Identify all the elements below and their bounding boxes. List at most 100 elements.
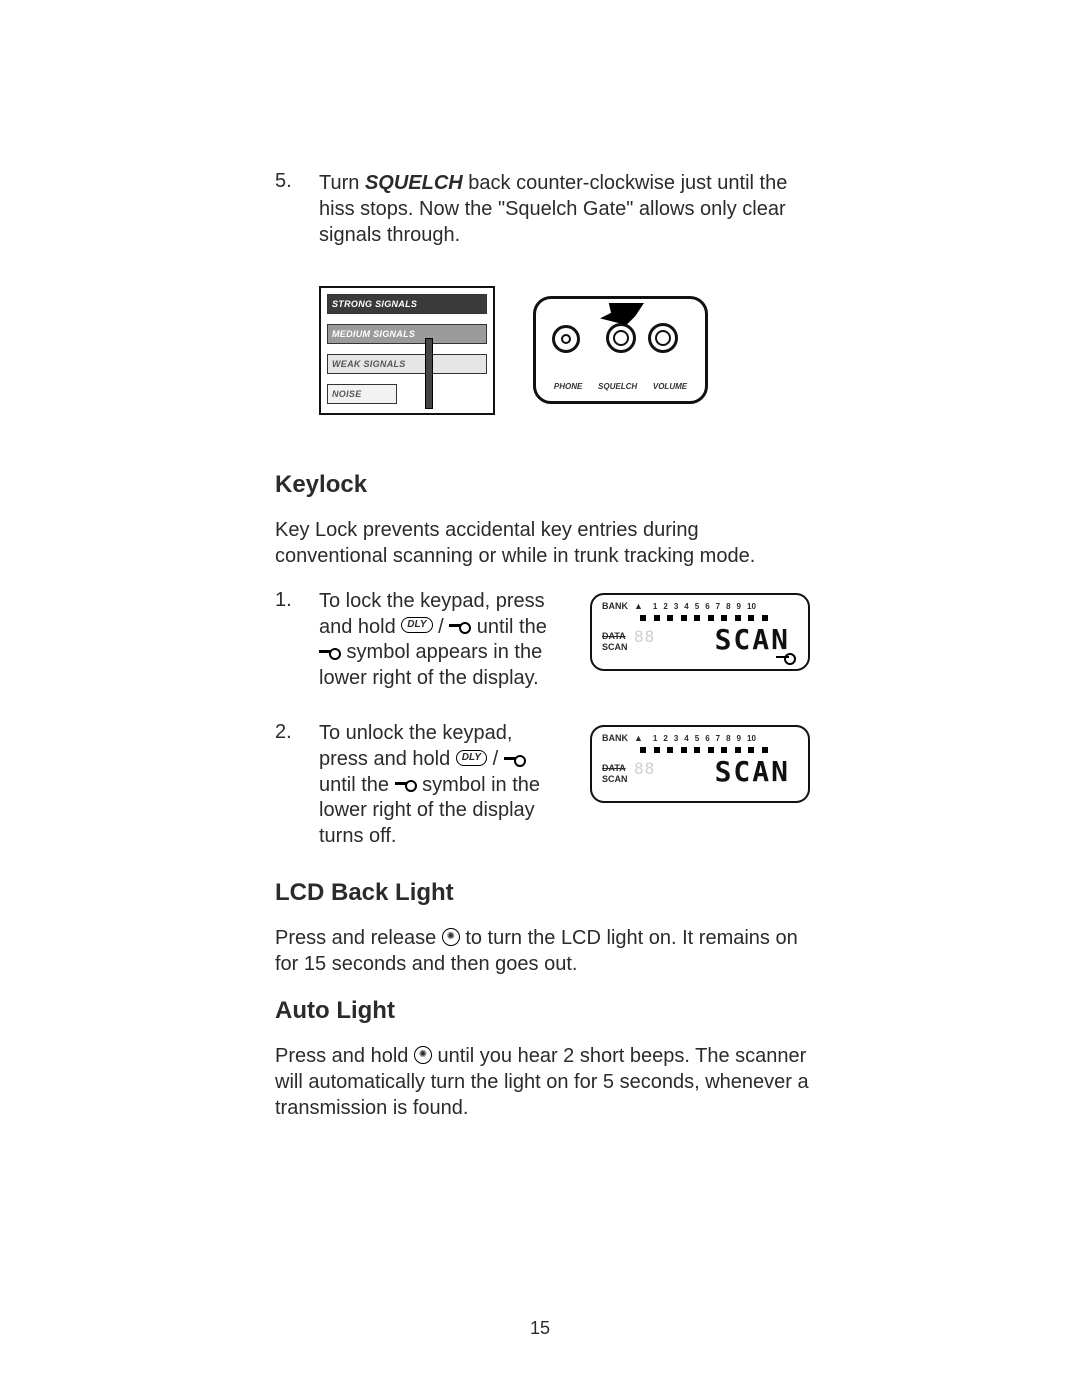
lcd-bank-dot: [748, 747, 754, 753]
lcd-bank-number: 1: [653, 602, 657, 611]
lcd-bank-row: BANK ▲ 123456789 10: [602, 601, 798, 611]
lcd-scan-label: SCAN: [602, 642, 628, 653]
keylock-step-number: 1.: [275, 589, 319, 612]
key-icon: [319, 647, 341, 657]
lcd-bank-number: 2: [663, 602, 667, 611]
light-button-icon: ✺: [414, 1046, 432, 1064]
lcd-bank-numbers: 123456789 10: [653, 602, 756, 611]
keylock-step-text: To lock the keypad, press and hold DLY /…: [319, 589, 555, 691]
antenna-icon: ▲: [634, 733, 643, 743]
lcd-bank-number: 6: [705, 734, 709, 743]
key-icon: [449, 621, 471, 631]
lcd-bank-dot: [667, 615, 673, 621]
lcd-bank-dot: [681, 615, 687, 621]
lcd-bank-number: 10: [747, 602, 756, 611]
radio-top-diagram: PHONE SQUELCH VOLUME: [533, 296, 708, 404]
band-noise-label: NOISE: [332, 389, 362, 399]
lcd-side-labels: DATA SCAN: [602, 763, 628, 785]
lcd-scan-readout: SCAN: [715, 755, 790, 788]
lcd-side-labels: DATA SCAN: [602, 631, 628, 653]
antenna-icon: ▲: [634, 601, 643, 611]
lcd-bank-number: 3: [674, 602, 678, 611]
keylock-intro: Key Lock prevents accidental key entries…: [275, 517, 810, 569]
backlight-pre: Press and release: [275, 927, 442, 949]
volume-knob-icon: [648, 323, 678, 353]
lcd-bank-dot: [721, 747, 727, 753]
rotate-arrow-icon: [600, 303, 644, 325]
key-icon: [395, 779, 417, 789]
lcd-bank-number: 8: [726, 602, 730, 611]
lcd-bank-number: 4: [684, 734, 688, 743]
lcd-bank-numbers: 12345678910: [653, 734, 756, 743]
band-noise: NOISE: [327, 384, 397, 404]
step-5-pre: Turn: [319, 172, 365, 194]
lcd-digits: 88: [634, 627, 655, 646]
keylock-heading: Keylock: [275, 471, 810, 499]
keylock-step: 1. To lock the keypad, press and hold DL…: [275, 589, 810, 691]
lcd-display: BANK ▲ 123456789 10 DATA SCAN 88 SCAN: [590, 593, 810, 671]
lcd-bank-number: 10: [747, 734, 756, 743]
lcd-data-label: DATA: [602, 631, 628, 642]
lcd-bank-dots: [640, 747, 768, 753]
lcd-bank-dot: [762, 615, 768, 621]
lcd-bank-number: 7: [716, 602, 720, 611]
gate-bar-icon: [425, 338, 433, 409]
keylock-step-text-b: until the: [319, 774, 395, 796]
lcd-bank-number: 9: [737, 602, 741, 611]
band-medium: MEDIUM SIGNALS: [327, 324, 487, 344]
lcd-bank-label: BANK: [602, 733, 628, 743]
keylock-step-text: To unlock the keypad, press and hold DLY…: [319, 721, 555, 849]
diagram-row: STRONG SIGNALS MEDIUM SIGNALS WEAK SIGNA…: [319, 286, 810, 415]
lcd-scan-readout: SCAN: [715, 623, 790, 656]
band-medium-label: MEDIUM SIGNALS: [332, 329, 415, 339]
lcd-bank-dot: [640, 615, 646, 621]
lcd-bank-dot: [681, 747, 687, 753]
lcd-bank-number: 9: [737, 734, 741, 743]
lcd-key-icon: [776, 653, 796, 661]
radio-knob-labels: PHONE SQUELCH VOLUME: [536, 382, 705, 391]
lcd-bank-number: 3: [674, 734, 678, 743]
keylock-step-text-c: symbol appears in the lower right of the…: [319, 641, 542, 689]
lcd-bank-dot: [762, 747, 768, 753]
manual-page: 5. Turn SQUELCH back counter-clockwise j…: [0, 0, 1080, 1397]
lcd-bank-number: 8: [726, 734, 730, 743]
lcd-bank-dots: [640, 615, 768, 621]
lcd-bank-number: 1: [653, 734, 657, 743]
phone-jack-icon: [552, 325, 580, 353]
lcd-bank-number: 5: [695, 602, 699, 611]
lcd-wrap: BANK ▲ 12345678910 DATA SCAN 88 SCAN: [555, 721, 810, 803]
lcd-bank-number: 5: [695, 734, 699, 743]
page-number: 15: [0, 1318, 1080, 1339]
lcd-bank-row: BANK ▲ 12345678910: [602, 733, 798, 743]
key-icon: [504, 754, 526, 764]
lcd-bank-dot: [694, 615, 700, 621]
lcd-bank-dot: [735, 747, 741, 753]
autolight-pre: Press and hold: [275, 1045, 414, 1067]
autolight-text: Press and hold ✺ until you hear 2 short …: [275, 1043, 810, 1121]
keylock-step: 2. To unlock the keypad, press and hold …: [275, 721, 810, 849]
lcd-bank-dot: [708, 615, 714, 621]
light-button-icon: ✺: [442, 928, 460, 946]
lcd-bank-dot: [667, 747, 673, 753]
backlight-heading: LCD Back Light: [275, 879, 810, 907]
lcd-bank-dot: [654, 747, 660, 753]
lcd-bank-number: 4: [684, 602, 688, 611]
lcd-bank-number: 6: [705, 602, 709, 611]
lcd-display: BANK ▲ 12345678910 DATA SCAN 88 SCAN: [590, 725, 810, 803]
keylock-step-text-b: until the: [471, 616, 547, 638]
lcd-bank-dot: [748, 615, 754, 621]
lcd-bank-dot: [640, 747, 646, 753]
keylock-step-number: 2.: [275, 721, 319, 744]
lcd-bank-number: 7: [716, 734, 720, 743]
dly-button-icon: DLY: [401, 617, 432, 633]
band-weak: WEAK SIGNALS: [327, 354, 487, 374]
radio-label-phone: PHONE: [554, 382, 582, 391]
lcd-bank-dot: [735, 615, 741, 621]
step-5: 5. Turn SQUELCH back counter-clockwise j…: [275, 170, 810, 248]
band-strong-label: STRONG SIGNALS: [332, 299, 417, 309]
dly-button-icon: DLY: [456, 750, 487, 766]
lcd-bank-label: BANK: [602, 601, 628, 611]
lcd-wrap: BANK ▲ 123456789 10 DATA SCAN 88 SCAN: [555, 589, 810, 671]
lcd-scan-label: SCAN: [602, 774, 628, 785]
backlight-text: Press and release ✺ to turn the LCD ligh…: [275, 925, 810, 977]
